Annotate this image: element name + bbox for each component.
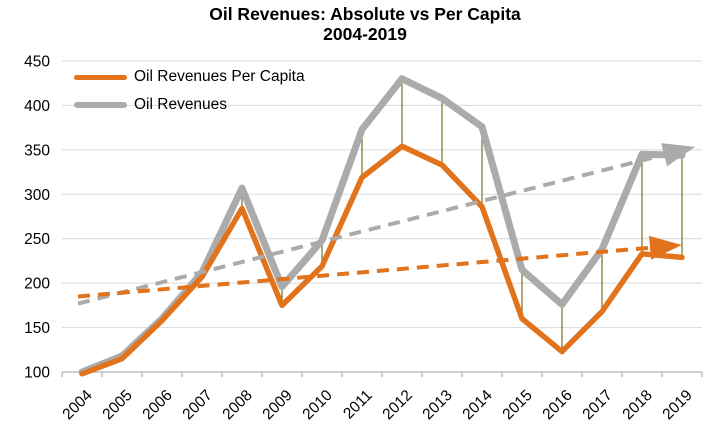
x-tick-label: 2008	[219, 387, 255, 423]
x-tick-label: 2006	[139, 387, 175, 423]
legend-label-oil-revenues: Oil Revenues	[134, 96, 228, 113]
legend-swatch-oil-revenues-icon	[74, 102, 127, 108]
title-block: Oil Revenues: Absolute vs Per Capita 200…	[0, 4, 716, 44]
x-tick-label: 2010	[299, 387, 336, 424]
x-tick-label: 2005	[99, 387, 135, 423]
y-tick-label: 150	[24, 320, 50, 337]
trendline-per-capita	[77, 235, 682, 299]
legend-item-per-capita: Oil Revenues Per Capita	[74, 63, 305, 91]
y-tick-label: 400	[24, 98, 50, 115]
x-tick-label: 2014	[459, 387, 496, 424]
x-tick-label: 2013	[419, 387, 455, 423]
x-tick-label: 2015	[499, 387, 535, 423]
x-tick-label: 2007	[179, 387, 215, 423]
y-tick-label: 100	[24, 365, 50, 382]
x-tick-label: 2009	[259, 387, 295, 423]
x-tick-label: 2016	[539, 387, 575, 423]
x-tick-label: 2004	[59, 387, 96, 424]
chart-subtitle: 2004-2019	[323, 24, 407, 45]
x-tick-label: 2019	[659, 387, 695, 423]
y-tick-label: 300	[24, 187, 50, 204]
x-tick-label: 2012	[379, 387, 415, 423]
x-tick-label: 2011	[340, 387, 376, 423]
y-tick-label: 250	[24, 231, 50, 248]
legend-swatch-per-capita-icon	[74, 74, 127, 80]
y-tick-label: 450	[24, 54, 50, 71]
legend-item-oil-revenues: Oil Revenues	[74, 91, 305, 119]
y-tick-label: 200	[24, 276, 50, 293]
x-tick-label: 2018	[619, 387, 655, 423]
legend: Oil Revenues Per Capita Oil Revenues	[74, 63, 305, 119]
x-tick-label: 2017	[579, 387, 615, 423]
series-line-per-capita	[79, 143, 685, 377]
chart-title: Oil Revenues: Absolute vs Per Capita	[209, 4, 521, 24]
legend-label-per-capita: Oil Revenues Per Capita	[134, 68, 305, 85]
trendline-oil-revenues	[77, 143, 696, 306]
y-tick-label: 350	[24, 142, 50, 159]
